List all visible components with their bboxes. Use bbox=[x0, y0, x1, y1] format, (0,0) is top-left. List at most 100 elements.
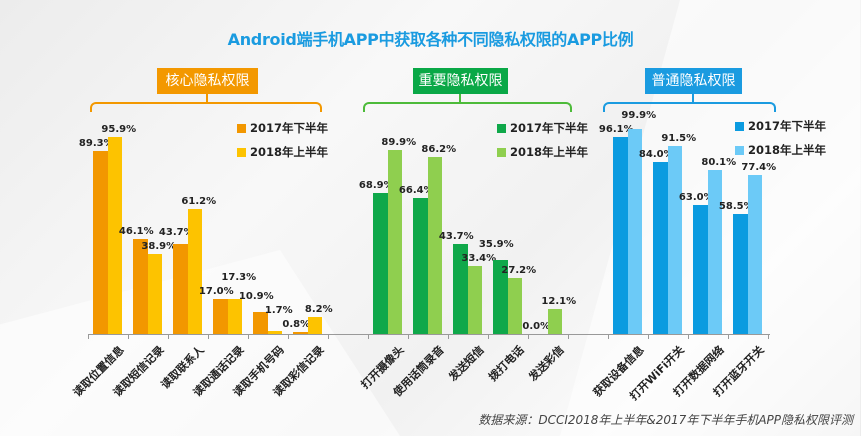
legend-swatch bbox=[735, 122, 744, 131]
bar-2018h1 bbox=[747, 175, 762, 334]
x-tick-label: 发送短信 bbox=[446, 343, 487, 384]
data-label: 17.0% bbox=[198, 286, 234, 298]
legend-item: 2018年上半年 bbox=[735, 142, 826, 158]
legend-item: 2018年上半年 bbox=[497, 144, 588, 160]
data-label: 33.4% bbox=[461, 252, 497, 264]
chart-title: Android端手机APP中获取各种不同隐私权限的APP比例 bbox=[227, 30, 634, 49]
data-label: 8.2% bbox=[304, 304, 333, 316]
data-label: 12.1% bbox=[541, 296, 577, 308]
data-label: 38.9% bbox=[141, 241, 177, 253]
data-label: 84.0% bbox=[638, 148, 674, 160]
bar-2018h1 bbox=[427, 157, 442, 334]
data-label: 80.1% bbox=[701, 156, 737, 168]
bar-2017h2 bbox=[733, 214, 748, 334]
data-label: 91.5% bbox=[661, 133, 697, 145]
data-label: 89.9% bbox=[381, 136, 417, 148]
data-label: 95.9% bbox=[101, 124, 137, 136]
legend-item: 2017年下半年 bbox=[735, 118, 826, 134]
legend-item: 2018年上半年 bbox=[237, 144, 328, 160]
bar-2017h2 bbox=[613, 136, 628, 334]
data-label: 0.0% bbox=[522, 321, 551, 332]
x-axis-tick bbox=[168, 334, 169, 339]
legend-swatch bbox=[237, 148, 246, 157]
data-label: 35.9% bbox=[478, 238, 514, 250]
legend-label: 2017年下半年 bbox=[510, 121, 589, 135]
x-axis-tick bbox=[568, 334, 569, 339]
bracket-stem bbox=[459, 94, 461, 103]
bar-2018h1 bbox=[627, 129, 642, 334]
bar-2017h2 bbox=[413, 197, 428, 334]
x-tick-label: 发送彩信 bbox=[526, 343, 567, 384]
x-axis-tick bbox=[768, 334, 769, 339]
x-axis bbox=[88, 334, 770, 335]
legend-swatch bbox=[497, 124, 506, 133]
bar-2018h1 bbox=[187, 208, 202, 334]
data-label: 66.4% bbox=[398, 184, 434, 196]
legend-swatch bbox=[497, 148, 506, 157]
bar-2018h1 bbox=[107, 137, 122, 334]
x-axis-tick bbox=[328, 334, 329, 339]
bar-2017h2 bbox=[253, 311, 268, 334]
group-label-core: 核心隐私权限 bbox=[157, 68, 258, 94]
legend-label: 2018年上半年 bbox=[510, 145, 589, 159]
data-label: 43.7% bbox=[438, 231, 474, 243]
data-label: 10.9% bbox=[238, 291, 274, 303]
legend-item: 2017年下半年 bbox=[497, 120, 588, 136]
x-axis-tick bbox=[288, 334, 289, 339]
data-label: 99.9% bbox=[621, 109, 657, 121]
legend-item: 2017年下半年 bbox=[237, 120, 328, 136]
x-axis-tick bbox=[608, 334, 609, 339]
group-bracket-normal bbox=[603, 102, 776, 112]
data-label: 46.1% bbox=[118, 226, 154, 238]
x-axis-tick bbox=[88, 334, 89, 339]
bar-2017h2 bbox=[493, 260, 508, 334]
bracket-stem bbox=[206, 94, 208, 103]
legend-swatch bbox=[735, 146, 744, 155]
data-label: 17.3% bbox=[221, 272, 257, 284]
x-axis-tick bbox=[408, 334, 409, 339]
x-axis-tick bbox=[448, 334, 449, 339]
x-axis-tick bbox=[688, 334, 689, 339]
bar-2017h2 bbox=[653, 161, 668, 334]
data-label: 77.4% bbox=[741, 162, 777, 174]
bar-2018h1 bbox=[267, 330, 282, 334]
group-label-important: 重要隐私权限 bbox=[413, 68, 508, 94]
bar-2018h1 bbox=[147, 254, 162, 334]
data-label: 0.8% bbox=[282, 319, 311, 331]
bar-2017h2 bbox=[173, 244, 188, 334]
bar-2018h1 bbox=[507, 278, 522, 334]
data-label: 58.5% bbox=[718, 201, 754, 213]
data-label: 96.1% bbox=[598, 123, 634, 135]
legend-swatch bbox=[237, 124, 246, 133]
bar-2018h1 bbox=[667, 146, 682, 334]
data-source-note: 数据来源：DCCI2018年上半年&2017年下半年手机APP隐私权限评测 bbox=[478, 413, 853, 427]
bar-2017h2 bbox=[213, 299, 228, 334]
group-bracket-core bbox=[90, 102, 322, 112]
bar-2018h1 bbox=[387, 149, 402, 334]
bar-2018h1 bbox=[227, 298, 242, 334]
data-label: 68.9% bbox=[358, 179, 394, 191]
x-tick-label: 拨打电话 bbox=[486, 343, 527, 384]
data-label: 1.7% bbox=[264, 305, 293, 317]
x-axis-tick bbox=[248, 334, 249, 339]
bar-2017h2 bbox=[453, 244, 468, 334]
x-axis-tick bbox=[648, 334, 649, 339]
legend-label: 2018年上半年 bbox=[748, 143, 827, 157]
bar-2017h2 bbox=[293, 332, 308, 334]
bar-2017h2 bbox=[133, 239, 148, 334]
legend-label: 2018年上半年 bbox=[250, 145, 329, 159]
bar-2018h1 bbox=[547, 309, 562, 334]
bar-2017h2 bbox=[373, 192, 388, 334]
x-axis-tick bbox=[208, 334, 209, 339]
bar-2018h1 bbox=[707, 169, 722, 334]
x-axis-tick bbox=[368, 334, 369, 339]
bar-2017h2 bbox=[93, 150, 108, 334]
x-axis-tick bbox=[528, 334, 529, 339]
bar-2018h1 bbox=[307, 317, 322, 334]
x-axis-tick bbox=[728, 334, 729, 339]
x-axis-tick bbox=[128, 334, 129, 339]
bar-2018h1 bbox=[467, 265, 482, 334]
x-axis-tick bbox=[488, 334, 489, 339]
group-bracket-important bbox=[363, 102, 572, 112]
data-label: 86.2% bbox=[421, 144, 457, 156]
